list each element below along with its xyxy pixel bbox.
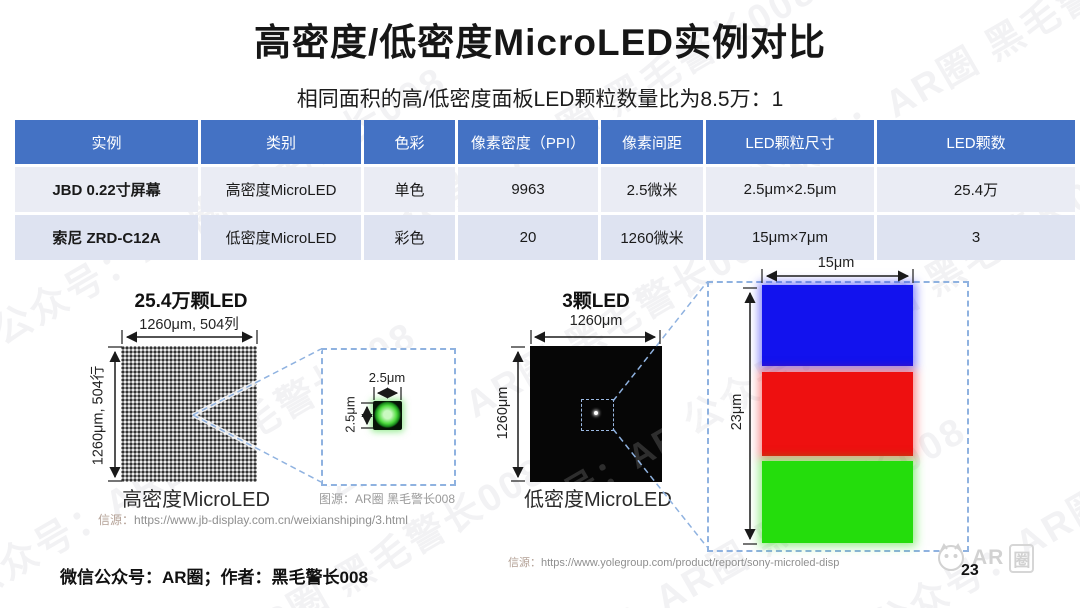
- cell-sony-color: 彩色: [364, 215, 455, 260]
- footer-credit: 微信公众号：AR圈；作者：黑毛警长008: [60, 568, 368, 587]
- pixel-highlight-box: [581, 399, 614, 431]
- ar-circle-logo: AR 圈: [933, 541, 1035, 575]
- panda-face-icon: [938, 543, 964, 571]
- col-header-led-size: LED颗粒尺寸: [706, 120, 874, 164]
- high-density-panel-image: [121, 346, 257, 482]
- green-led-chip: [373, 401, 402, 430]
- red-led-bar: [762, 372, 913, 456]
- cell-sony-example: 索尼 ZRD-C12A: [15, 215, 198, 260]
- col-header-color: 色彩: [364, 120, 455, 164]
- comparison-table: 实例 类别 色彩 像素密度（PPI） 像素间距 LED颗粒尺寸 LED颗数 JB…: [15, 120, 1075, 260]
- right-zoom-callout-box: [707, 281, 969, 552]
- right-source-prefix: 信源：: [508, 557, 541, 569]
- col-header-ppi: 像素密度（PPI）: [458, 120, 598, 164]
- cell-sony-led-size: 15μm×7μm: [706, 215, 874, 260]
- single-pixel-dot: [594, 411, 598, 415]
- right-diagram-heading: 3颗LED: [562, 291, 630, 312]
- cell-jbd-led-size: 2.5μm×2.5μm: [706, 167, 874, 212]
- cell-sony-ppi: 20: [458, 215, 598, 260]
- left-source-prefix: 信源：: [98, 513, 135, 527]
- left-side-dimension-label: 1260μm, 504行: [90, 365, 107, 466]
- right-side-dimension-label: 1260μm: [495, 386, 511, 440]
- left-top-dimension-label: 1260μm, 504列: [139, 317, 239, 333]
- blue-led-bar: [762, 285, 913, 366]
- cell-jbd-pitch: 2.5微米: [601, 167, 703, 212]
- page-title: 高密度/低密度MicroLED实例对比: [254, 22, 826, 63]
- right-source-line: 信源：https://www.yolegroup.com/product/rep…: [508, 554, 839, 570]
- left-diagram-heading: 25.4万颗LED: [134, 291, 248, 312]
- cell-jbd-led-count: 25.4万: [877, 167, 1075, 212]
- chip-height-label: 2.5μm: [342, 396, 358, 433]
- rgb-width-label: 15μm: [817, 255, 855, 271]
- cell-sony-led-count: 3: [877, 215, 1075, 260]
- right-top-dimension-label: 1260μm: [569, 313, 623, 329]
- left-panel-label: 高密度MicroLED: [122, 489, 270, 511]
- page-number: 23: [961, 562, 979, 579]
- right-source-url: https://www.yolegroup.com/product/report…: [541, 557, 840, 569]
- rgb-height-label: 23μm: [729, 393, 745, 431]
- left-image-credit: 图源：AR圈 黑毛警长008: [319, 492, 456, 506]
- col-header-pitch: 像素间距: [601, 120, 703, 164]
- cell-sony-pitch: 1260微米: [601, 215, 703, 260]
- col-header-category: 类别: [201, 120, 361, 164]
- col-header-led-count: LED颗数: [877, 120, 1075, 164]
- logo-quan-text: 圈: [1009, 543, 1035, 573]
- left-source-line: 信源：https://www.jb-display.com.cn/weixian…: [98, 511, 408, 528]
- left-source-url: https://www.jb-display.com.cn/weixianshi…: [134, 513, 408, 527]
- cell-jbd-category: 高密度MicroLED: [201, 167, 361, 212]
- logo-ar-text: AR: [972, 546, 1005, 569]
- green-led-bar: [762, 461, 913, 543]
- col-header-example: 实例: [15, 120, 198, 164]
- cell-jbd-example: JBD 0.22寸屏幕: [15, 167, 198, 212]
- cell-jbd-color: 单色: [364, 167, 455, 212]
- page-subtitle: 相同面积的高/低密度面板LED颗粒数量比为8.5万：1: [296, 88, 784, 111]
- cell-sony-category: 低密度MicroLED: [201, 215, 361, 260]
- cell-jbd-ppi: 9963: [458, 167, 598, 212]
- chip-width-label: 2.5μm: [368, 370, 406, 385]
- right-panel-label: 低密度MicroLED: [524, 489, 672, 511]
